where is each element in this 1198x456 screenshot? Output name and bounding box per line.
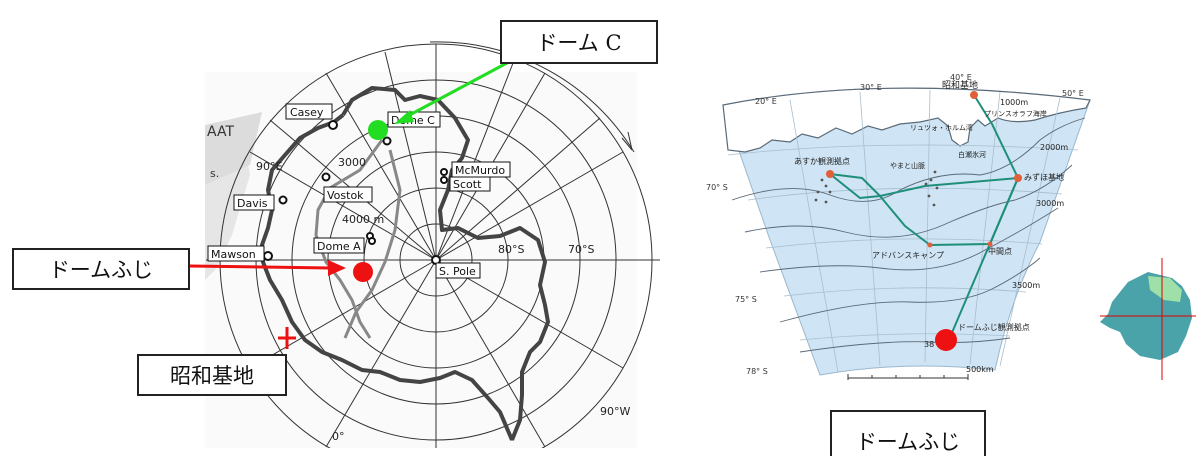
place-yamato: やまと山脈 [890, 161, 925, 170]
edge-fragment: s. [210, 167, 219, 180]
callout-dome-fuji-left: ドームふじ [12, 248, 190, 290]
station-dots [826, 91, 1022, 248]
place-prince-olav: プリンスオラフ海岸 [984, 109, 1047, 118]
contour-1000m: 1000m [1000, 98, 1028, 107]
lon-label-90w: 90°W [600, 405, 630, 418]
lon-label-30e: 30° E [860, 83, 882, 92]
dome-fuji-station-marker [935, 329, 957, 351]
place-relay: 中間点 [988, 246, 1012, 256]
dome-c-marker [368, 120, 388, 140]
scale-label: 500km [966, 365, 994, 374]
station-label-mawson: Mawson [211, 248, 256, 261]
station-label-dome-a: Dome A [317, 240, 361, 253]
lat-label-75s: 75° S [735, 295, 757, 304]
dome-c-arrow-line [403, 54, 521, 120]
dome-fuji-arrowhead [328, 260, 346, 276]
station-label-casey: Casey [290, 106, 324, 119]
callout-dome-c-text: ドーム C [536, 31, 622, 55]
station-label-scott: Scott [453, 178, 482, 191]
left-polar-map: Casey Dome C McMurdo Scott Vostok Davis … [189, 41, 660, 448]
outer-arc-tick [621, 131, 633, 151]
contour-label-3000: 3000 [338, 156, 366, 169]
contour-38: 38 [924, 340, 934, 349]
station-label-vostok: Vostok [327, 189, 364, 202]
lon-label-20e: 20° E [755, 97, 777, 106]
showa-cross-marker [278, 327, 296, 349]
place-asuka: あすか観測拠点 [794, 156, 850, 166]
lon-label-90e: 90°E [256, 160, 282, 173]
station-label-davis: Davis [237, 197, 268, 210]
sea-area [722, 87, 1091, 153]
place-mizuho: みずほ基地 [1024, 172, 1064, 182]
caption-dome-fuji-right: ドームふじ [830, 410, 986, 456]
place-advance: アドバンスキャンプ [872, 251, 944, 260]
contour-label-4000: 4000 m [342, 213, 384, 226]
dome-fuji-marker [353, 262, 373, 282]
place-fuji: ドームふじ観測拠点 [958, 322, 1030, 332]
place-lutzow: リュツォ・ホルム湾 [910, 123, 973, 132]
place-showa: 昭和基地 [942, 79, 978, 91]
caption-dome-fuji-right-text: ドームふじ [855, 430, 961, 454]
elevation-contours [731, 117, 1086, 353]
contour-3500m: 3500m [1012, 281, 1040, 290]
callout-dome-fuji-left-text: ドームふじ [48, 258, 154, 282]
station-label-mcmurdo: McMurdo [455, 164, 505, 177]
graticule [727, 89, 1079, 373]
ice-divide-2 [343, 149, 402, 339]
callout-showa: 昭和基地 [137, 354, 287, 396]
lat-label-70s-right: 70° S [706, 183, 728, 192]
antarctic-coastline [260, 86, 550, 441]
contour-3000m: 3000m [1036, 199, 1064, 208]
contour-2000m: 2000m [1040, 143, 1068, 152]
callout-showa-text: 昭和基地 [170, 364, 254, 388]
lon-label-50e: 50° E [1062, 89, 1084, 98]
lon-label-0: 0° [332, 430, 345, 443]
lon-label-40e: 40° E [950, 73, 972, 82]
aat-sector [205, 112, 262, 185]
mountain-dots [814, 170, 939, 207]
outer-arc [429, 41, 635, 153]
lat-label-70s: 70°S [568, 243, 594, 256]
aat-label: AAT [207, 124, 234, 140]
inset-antarctica [1100, 258, 1196, 380]
station-label-south-pole: S. Pole [439, 265, 476, 278]
right-regional-map: 20° E 30° E 40° E 50° E 70° S 75° S 78° … [706, 73, 1196, 380]
dome-fuji-arrow-line [189, 264, 331, 270]
scale-bar [847, 374, 969, 380]
lat-label-78s: 78° S [746, 367, 768, 376]
place-shirase: 白瀬氷河 [958, 150, 986, 159]
callout-dome-c: ドーム C [500, 20, 658, 64]
dome-c-arrowhead [394, 110, 414, 124]
lat-label-80s: 80°S [498, 243, 524, 256]
